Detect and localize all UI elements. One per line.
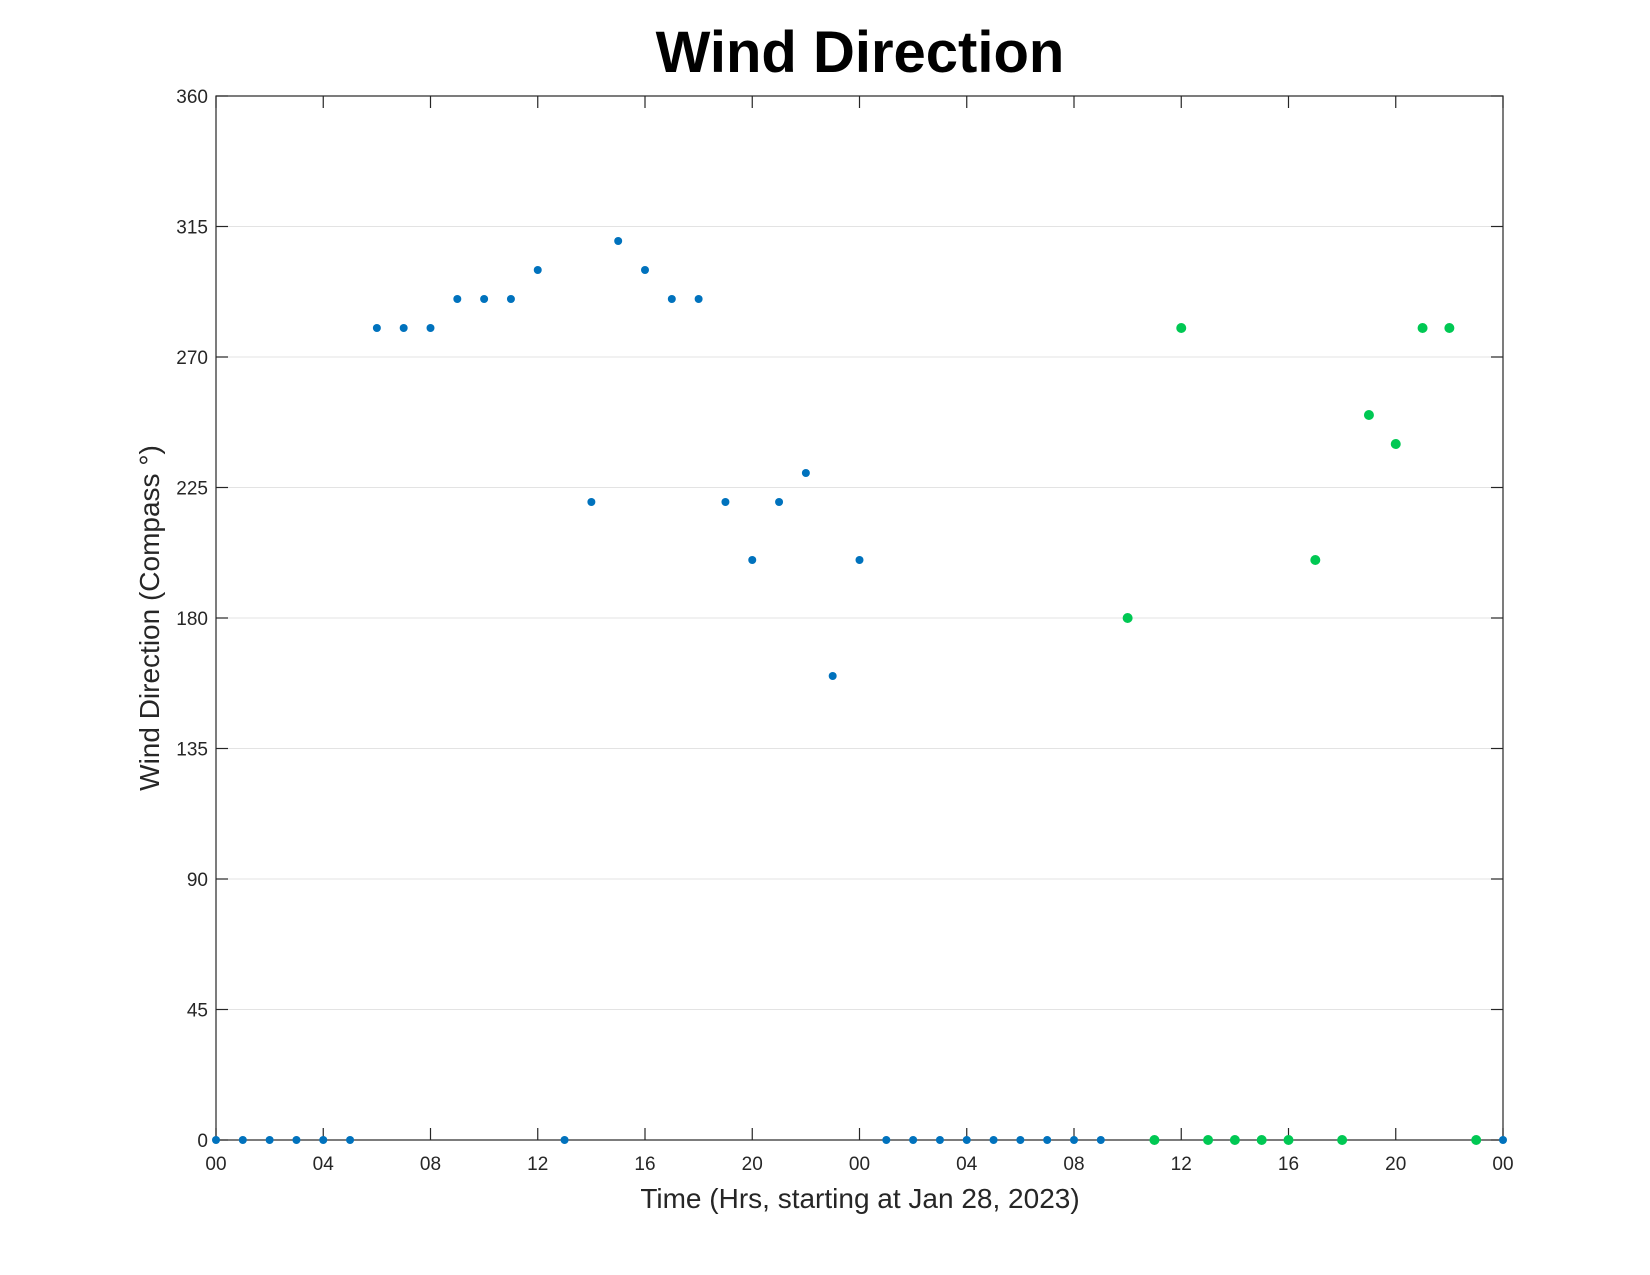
data-point-series-1	[265, 1136, 274, 1144]
data-point-series-1	[560, 1136, 569, 1144]
x-tick-label: 12	[527, 1154, 548, 1175]
data-point-series-1	[372, 324, 381, 332]
x-tick-label: 00	[849, 1154, 870, 1175]
x-tick-label: 20	[742, 1154, 763, 1175]
x-tick-label: 00	[1492, 1154, 1513, 1175]
data-point-series-2	[1203, 1135, 1214, 1145]
grid-lines	[216, 226, 1503, 1010]
data-point-series-1	[587, 498, 596, 506]
data-point-series-1	[480, 295, 489, 303]
y-axis-label: Wind Direction (Compass °)	[134, 445, 165, 791]
data-point-series-1	[989, 1136, 998, 1144]
data-point-series-2	[1417, 323, 1428, 333]
x-tick-label: 08	[420, 1154, 441, 1175]
data-point-series-1	[641, 266, 649, 274]
x-tick-label: 04	[313, 1154, 335, 1175]
data-point-series-2	[1283, 1135, 1294, 1145]
y-tick-label: 315	[176, 218, 208, 239]
data-point-series-1	[238, 1136, 247, 1144]
data-point-series-1	[614, 237, 623, 245]
data-point-series-1	[1016, 1136, 1025, 1144]
chart-title: Wind Direction	[656, 20, 1065, 85]
y-tick-label: 135	[176, 740, 208, 761]
x-tick-label: 04	[956, 1154, 978, 1175]
data-point-series-1	[399, 324, 408, 332]
data-point-series-1	[828, 672, 837, 680]
data-point-series-1	[694, 295, 703, 303]
y-tick-label: 45	[187, 1001, 208, 1022]
data-point-series-2	[1337, 1135, 1348, 1145]
data-point-series-2	[1122, 613, 1133, 623]
data-point-series-1	[319, 1136, 328, 1144]
data-point-series-2	[1444, 323, 1455, 333]
axis-ticks: 0 45 90 135 180 225 270 315 360 00 04 08 12 16 20 00 04 0…	[176, 87, 1513, 1175]
data-point-series-1	[801, 469, 810, 477]
x-tick-label: 12	[1171, 1154, 1192, 1175]
data-point-series-2	[1390, 439, 1401, 449]
data-point-series-1	[721, 498, 730, 506]
data-point-series-1	[1499, 1136, 1507, 1144]
x-tick-label: 16	[1278, 1154, 1299, 1175]
y-tick-label: 90	[187, 870, 208, 891]
data-point-series-1	[962, 1136, 971, 1144]
data-point-series-1	[212, 1136, 220, 1144]
data-point-series-1	[1043, 1136, 1052, 1144]
data-markers	[212, 237, 1507, 1145]
y-tick-label: 180	[176, 609, 208, 630]
data-point-series-2	[1149, 1135, 1160, 1145]
data-point-series-1	[346, 1136, 355, 1144]
data-point-series-1	[748, 556, 757, 564]
data-point-series-1	[506, 295, 515, 303]
data-point-series-2	[1471, 1135, 1482, 1145]
data-point-series-1	[426, 324, 435, 332]
x-tick-label: 00	[205, 1154, 226, 1175]
y-tick-label: 225	[176, 479, 208, 500]
x-axis-label: Time (Hrs, starting at Jan 28, 2023)	[640, 1183, 1079, 1214]
data-point-series-2	[1363, 410, 1374, 420]
data-point-series-2	[1256, 1135, 1267, 1145]
data-point-series-2	[1176, 323, 1187, 333]
data-point-series-1	[453, 295, 462, 303]
data-point-series-1	[1070, 1136, 1078, 1144]
data-point-series-1	[775, 498, 784, 506]
data-point-series-1	[292, 1136, 301, 1144]
data-point-series-1	[909, 1136, 918, 1144]
x-tick-label: 16	[634, 1154, 655, 1175]
data-point-series-1	[667, 295, 676, 303]
data-point-series-1	[855, 556, 864, 564]
data-point-series-1	[935, 1136, 944, 1144]
data-point-series-2	[1310, 555, 1321, 565]
y-tick-label: 270	[176, 348, 208, 369]
data-point-series-1	[882, 1136, 891, 1144]
data-point-series-1	[533, 266, 542, 274]
y-tick-label: 0	[197, 1131, 208, 1152]
x-tick-label: 20	[1385, 1154, 1406, 1175]
data-point-series-1	[1096, 1136, 1105, 1144]
x-tick-label: 08	[1063, 1154, 1084, 1175]
y-tick-label: 360	[176, 87, 208, 108]
data-point-series-2	[1229, 1135, 1240, 1145]
